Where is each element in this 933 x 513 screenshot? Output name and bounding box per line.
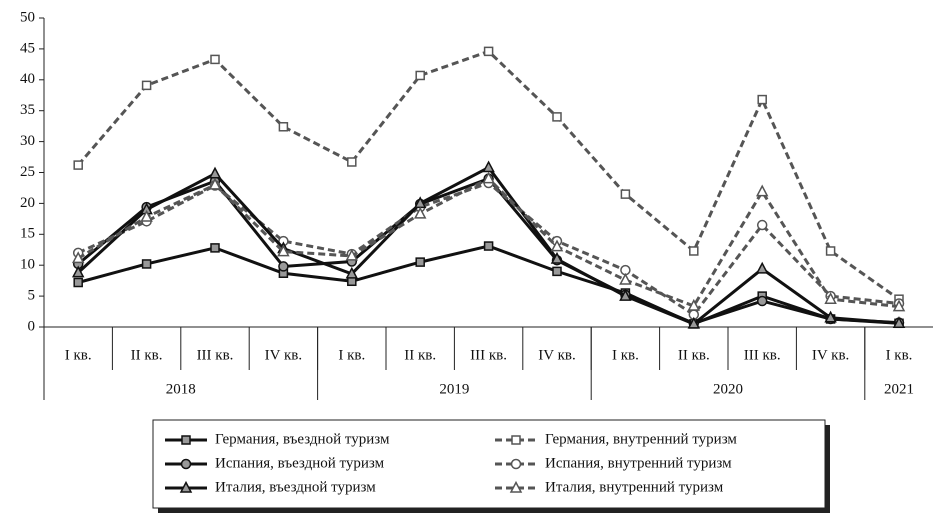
y-tick-label: 40: [20, 71, 35, 87]
y-tick-label: 15: [20, 226, 35, 242]
point: [415, 70, 425, 81]
point: [619, 272, 632, 285]
y-tick-label: 20: [20, 195, 35, 211]
legend-marker: [510, 458, 522, 470]
x-tick-label: I кв.: [65, 347, 92, 363]
point: [482, 160, 495, 173]
point: [141, 80, 152, 91]
point: [415, 257, 425, 267]
legend-label: Италия, внутренний туризм: [545, 479, 724, 495]
point: [552, 112, 562, 122]
point: [755, 261, 769, 274]
point: [687, 316, 701, 329]
series-line: [77, 244, 900, 326]
legend-label: Германия, внутренний туризм: [545, 431, 737, 447]
point: [756, 219, 768, 231]
point: [550, 239, 564, 252]
x-tick-label: IV кв.: [812, 347, 849, 363]
point: [620, 189, 631, 199]
x-tick-label: IV кв.: [265, 347, 302, 363]
legend-marker: [179, 480, 193, 493]
point: [755, 184, 769, 197]
year-label: 2018: [166, 381, 196, 397]
point: [689, 246, 699, 256]
point: [210, 54, 220, 65]
point: [483, 241, 494, 251]
y-tick-label: 35: [20, 102, 35, 118]
x-tick-label: II кв.: [678, 347, 710, 363]
legend-marker: [181, 435, 191, 445]
point: [71, 251, 85, 264]
x-tick-label: I кв.: [886, 347, 913, 363]
point: [619, 288, 632, 301]
x-tick-label: III кв.: [744, 347, 781, 363]
point: [552, 266, 562, 277]
point: [347, 157, 357, 167]
legend-marker: [180, 458, 192, 470]
point: [141, 259, 152, 269]
x-tick-label: I кв.: [612, 347, 639, 363]
y-tick-label: 10: [20, 257, 35, 273]
point: [824, 292, 837, 304]
point: [345, 266, 359, 279]
point: [413, 206, 427, 219]
legend-marker: [509, 480, 523, 493]
y-tick-label: 45: [20, 40, 35, 56]
y-tick-label: 5: [28, 288, 36, 304]
legend-marker: [511, 435, 521, 445]
point: [824, 310, 837, 323]
y-tick-label: 0: [28, 318, 36, 334]
legend-label: Италия, въездной туризм: [215, 479, 376, 495]
x-tick-label: I кв.: [338, 347, 365, 363]
year-label: 2019: [439, 381, 469, 397]
point: [345, 248, 359, 261]
point: [483, 46, 494, 57]
point: [687, 298, 701, 311]
point: [277, 244, 290, 257]
point: [278, 261, 289, 272]
point: [482, 171, 495, 184]
legend-box: [152, 419, 826, 509]
x-tick-label: II кв.: [131, 347, 163, 363]
y-tick-label: 25: [20, 164, 35, 180]
x-tick-label: III кв.: [197, 347, 234, 363]
y-tick-label: 30: [20, 133, 35, 149]
point: [73, 277, 83, 288]
point: [757, 94, 767, 105]
point: [825, 246, 836, 256]
point: [756, 295, 768, 307]
point: [210, 243, 220, 253]
x-tick-label: IV кв.: [538, 347, 575, 363]
x-tick-label: III кв.: [470, 347, 507, 363]
point: [892, 299, 906, 312]
year-label: 2020: [713, 381, 743, 397]
y-tick-label: 50: [20, 9, 35, 25]
legend-label: Германия, въездной туризм: [215, 431, 390, 447]
point: [208, 177, 222, 190]
point: [73, 160, 83, 170]
legend-label: Испания, въездной туризм: [215, 455, 385, 471]
point: [140, 209, 153, 222]
point: [278, 122, 289, 132]
point: [550, 251, 564, 264]
point: [208, 166, 222, 179]
point: [71, 265, 85, 278]
x-tick-label: II кв.: [404, 347, 436, 363]
point: [892, 316, 906, 329]
legend-label: Испания, внутренний туризм: [545, 455, 732, 471]
year-label: 2021: [884, 381, 914, 397]
